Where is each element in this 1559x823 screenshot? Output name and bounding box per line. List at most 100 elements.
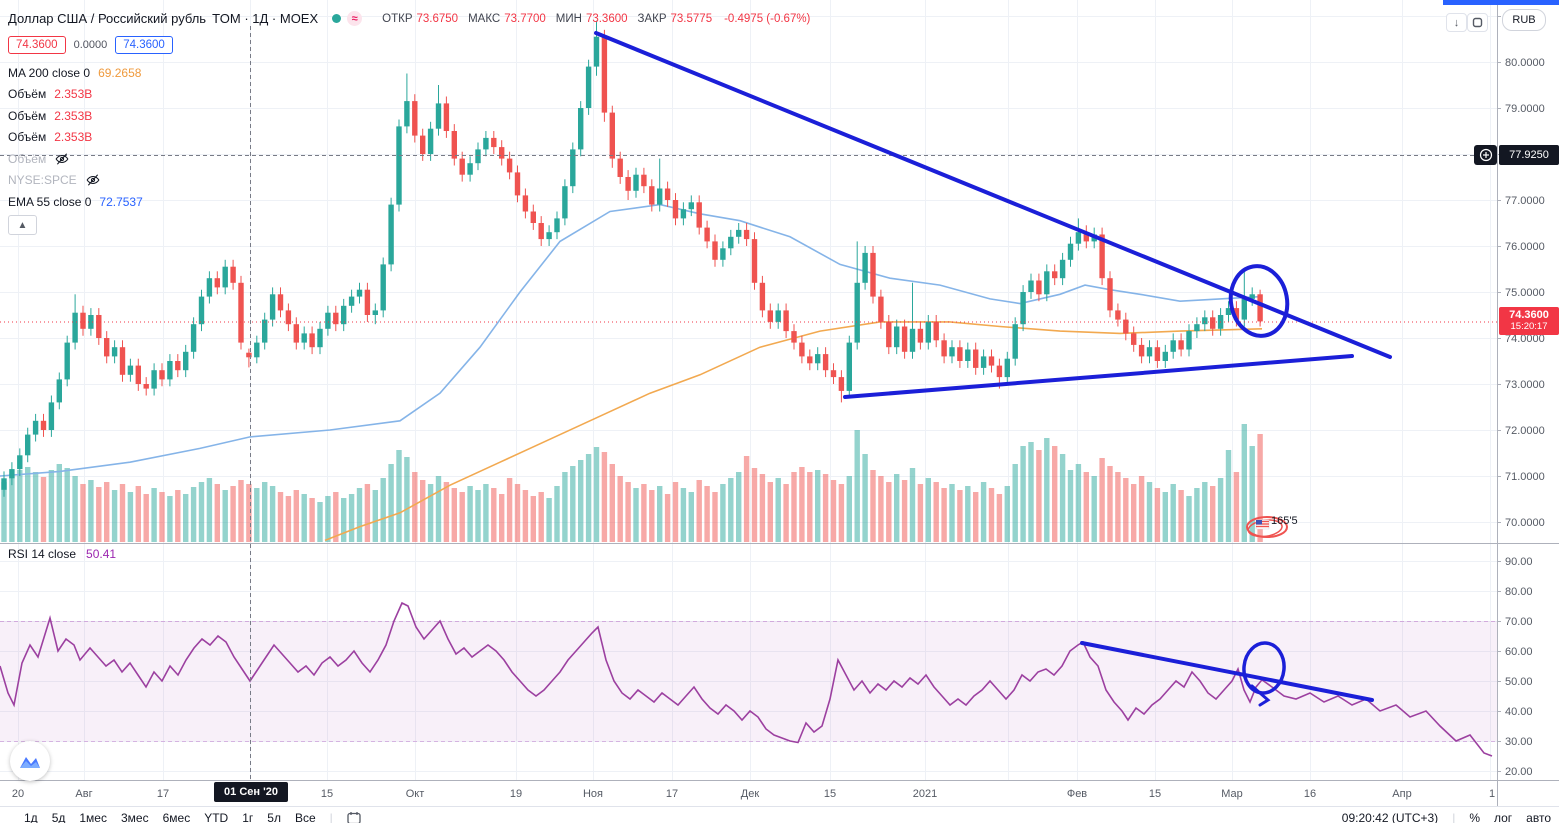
range-all[interactable]: Все [294,811,316,823]
svg-text:Апр: Апр [1392,788,1411,800]
legend-ma200[interactable]: MA 200 close 0 69.2658 [8,62,143,84]
rsi-value: 50.41 [86,547,117,561]
crosshair [0,26,1497,780]
ema55-line [0,203,1263,477]
currency-button[interactable]: RUB [1502,9,1546,31]
indicator-name: Объём [8,87,47,102]
svg-text:40.00: 40.00 [1505,706,1533,718]
svg-text:15: 15 [1149,788,1161,800]
trendline-lower[interactable] [843,354,1354,399]
indicator-value: 2.353B [54,130,93,145]
high-label: МАКС [468,12,501,25]
scroll-strip [1443,0,1559,5]
range-5d[interactable]: 5д [51,811,66,823]
svg-text:15: 15 [824,788,836,800]
symbol-header: Доллар США / Российский рубль TOM · 1Д ·… [8,11,810,26]
svg-text:76.0000: 76.0000 [1505,241,1545,253]
scale-log[interactable]: лог [1493,811,1513,823]
indicator-legend: MA 200 close 0 69.2658 Объём 2.353B Объё… [8,62,143,213]
svg-text:20: 20 [12,788,24,800]
legend-volume-hidden[interactable]: Объём [8,148,143,170]
svg-text:75.0000: 75.0000 [1505,287,1545,299]
ask-box[interactable]: 74.3600 [115,36,173,54]
us-flag-icon [1255,519,1270,530]
crosshair-price-badge: 77.9250 [1499,145,1559,165]
range-5y[interactable]: 5л [267,811,281,823]
eye-off-icon[interactable] [54,152,70,166]
svg-text:70.00: 70.00 [1505,616,1533,628]
scale-auto[interactable]: авто [1526,811,1551,823]
calendar-icon[interactable] [347,811,361,823]
circle-annotation-price[interactable] [1225,262,1292,341]
svg-text:80.00: 80.00 [1505,586,1533,598]
spread-value: 0.0000 [73,39,108,51]
svg-text:17: 17 [666,788,678,800]
svg-text:19: 19 [510,788,522,800]
svg-text:72.0000: 72.0000 [1505,425,1545,437]
approx-price-icon: ≈ [347,11,363,26]
legend-nyse-spce[interactable]: NYSE:SPCE [8,170,143,192]
rsi-line [0,601,1493,757]
crosshair-date-badge: 01 Сен '20 [214,782,288,802]
svg-text:60.00: 60.00 [1505,646,1533,658]
bid-box[interactable]: 74.3600 [8,36,66,54]
add-alert-button[interactable] [1474,145,1497,165]
legend-volume-1[interactable]: Объём 2.353B [8,84,143,106]
ma200-line [324,321,1263,542]
low-value: 73.3600 [585,12,628,25]
eye-off-icon[interactable] [85,173,101,187]
indicator-value: 2.353B [54,108,93,123]
indicator-name: Объём [8,130,47,145]
drawing-annotations[interactable]: 165'5 [594,31,1392,707]
range-6m[interactable]: 6мес [162,811,191,823]
range-ytd[interactable]: YTD [204,811,229,823]
marker-label: 165'5 [1271,515,1298,527]
clock: 09:20:42 (UTC+3) [1341,811,1439,823]
open-value: 73.6750 [416,12,459,25]
legend-ema55[interactable]: EMA 55 close 0 72.7537 [8,191,143,213]
collapse-legend-button[interactable]: ▲ [8,215,37,235]
ohlc-readout: ОТКР 73.6750 МАКС 73.7700 МИН 73.3600 ЗА… [382,13,810,25]
market-status-icon [332,14,342,23]
svg-text:Дек: Дек [741,788,760,800]
trendline-upper[interactable] [594,31,1392,359]
svg-text:Ноя: Ноя [583,788,603,800]
indicator-name: EMA 55 close 0 [8,194,92,209]
svg-text:17: 17 [157,788,169,800]
svg-text:90.00: 90.00 [1505,556,1533,568]
rsi-name: RSI 14 close [8,547,77,561]
svg-text:77.0000: 77.0000 [1505,195,1545,207]
legend-volume-3[interactable]: Объём 2.353B [8,127,143,149]
indicator-value: 72.7537 [99,194,143,209]
range-1m[interactable]: 1мес [79,811,107,823]
scale-percent[interactable]: % [1469,811,1480,823]
last-price: 74.3600 [1509,309,1549,322]
svg-text:2021: 2021 [913,788,937,800]
svg-text:Авг: Авг [75,788,92,800]
legend-volume-2[interactable]: Объём 2.353B [8,105,143,127]
svg-text:1: 1 [1489,788,1495,800]
svg-text:70.0000: 70.0000 [1505,517,1545,529]
scroll-to-recent-button[interactable]: ↓ [1446,13,1467,32]
indicator-value: 69.2658 [98,65,142,80]
open-label: ОТКР [382,12,413,25]
symbol-title[interactable]: Доллар США / Российский рубль [8,11,207,26]
svg-text:71.0000: 71.0000 [1505,471,1545,483]
indicator-name: Объём [8,108,47,123]
indicator-name: Объём [8,151,47,166]
range-1d[interactable]: 1д [24,811,38,823]
maximize-pane-button[interactable] [1467,13,1488,32]
trendline-rsi[interactable] [1080,641,1374,702]
chart-style-float-button[interactable] [10,741,50,781]
svg-text:15: 15 [321,788,333,800]
range-3m[interactable]: 3мес [120,811,149,823]
toolbar-divider: | [329,811,333,823]
close-label: ЗАКР [637,12,667,25]
bottom-toolbar: 1д 5д 1мес 3мес 6мес YTD 1г 5л Все | 09:… [0,806,1559,823]
rsi-legend[interactable]: RSI 14 close 50.41 [8,547,116,561]
scale-controls: 09:20:42 (UTC+3) | % лог авто [1342,811,1551,823]
red-scribble-circle [1246,516,1288,538]
range-1y[interactable]: 1г [242,811,254,823]
